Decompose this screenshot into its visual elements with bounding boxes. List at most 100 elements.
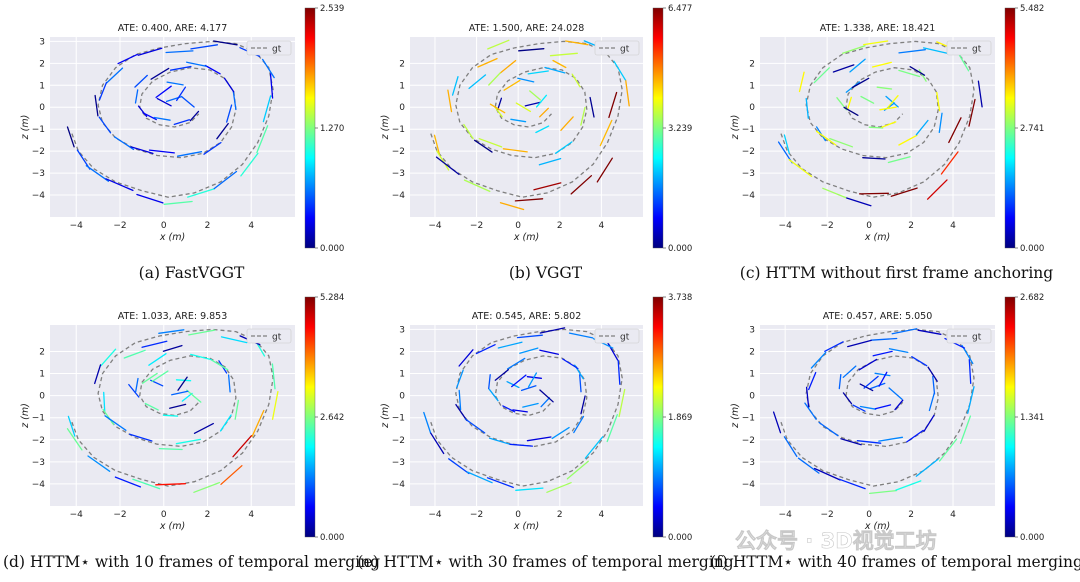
trajectory-segment	[153, 116, 171, 121]
trajectory-segment	[499, 202, 525, 211]
trajectory-segment	[539, 327, 566, 334]
trajectory-segment	[872, 350, 893, 357]
panel-title: ATE: 0.400, ARE: 4.177	[118, 23, 228, 34]
trajectory-segment	[535, 94, 548, 108]
trajectory-segment	[915, 458, 939, 477]
trajectory-segment	[113, 136, 135, 151]
colorbar-tick-label: 0.000	[320, 533, 344, 543]
x-tick-label: −4	[428, 510, 442, 520]
trajectory-segment	[554, 141, 573, 154]
trajectory-segment	[136, 193, 164, 204]
trajectory-segment	[516, 334, 543, 339]
trajectory-segment	[85, 165, 110, 182]
trajectory-segment	[568, 332, 594, 339]
trajectory-segment	[613, 60, 626, 81]
trajectory-segment	[788, 159, 813, 178]
y-tick-label: 2	[749, 347, 755, 357]
trajectory-segment	[497, 97, 503, 111]
trajectory-segment	[175, 379, 192, 382]
y-tick-label: 2	[399, 347, 405, 357]
trajectory-segment	[923, 414, 935, 432]
trajectory-segment	[522, 402, 539, 408]
panel-caption: (c) HTTM without first frame anchoring	[740, 264, 1053, 282]
trajectory-segment	[105, 178, 134, 192]
trajectory-segment	[104, 415, 127, 431]
plot-background	[410, 325, 643, 506]
trajectory-segment	[847, 96, 852, 110]
trajectory-segment	[210, 359, 229, 371]
trajectory-segment	[98, 81, 108, 101]
x-tick-label: −4	[779, 221, 793, 231]
trajectory-segment	[863, 375, 879, 389]
trajectory-segment	[171, 390, 189, 396]
x-axis-label: x (m)	[513, 232, 539, 243]
trajectory-segment	[863, 40, 889, 46]
panel-title: ATE: 1.500, ARE: 24.028	[469, 23, 585, 34]
trajectory-segment	[842, 392, 853, 405]
plot-area	[777, 40, 983, 207]
y-tick-label: 2	[39, 59, 45, 69]
trajectory-segment	[494, 369, 509, 381]
colorbar-tick-label: 0.000	[668, 244, 692, 254]
colorbar-tick-label: 2.642	[320, 413, 344, 423]
trajectory-segment	[488, 72, 501, 86]
trajectory-segment	[887, 95, 899, 108]
trajectory-segment	[879, 106, 897, 111]
trajectory-segment	[824, 341, 844, 352]
trajectory-segment	[190, 44, 219, 50]
trajectory-segment	[203, 141, 222, 155]
trajectory-segment	[832, 64, 855, 73]
trajectory-segment	[810, 351, 827, 369]
gt-trajectory	[780, 40, 975, 198]
trajectory-segment	[813, 467, 841, 481]
trajectory-segment	[977, 80, 983, 108]
trajectory-segment	[514, 198, 544, 202]
colorbar-tick-label: 5.482	[1020, 4, 1044, 14]
legend-box	[246, 40, 292, 56]
colorbar-tick-label: 0.000	[1020, 244, 1044, 254]
y-tick-label: −2	[392, 147, 405, 157]
trajectory-segment	[463, 123, 474, 140]
trajectory-segment	[227, 374, 231, 393]
trajectory-segment	[878, 436, 904, 442]
trajectory-segment	[181, 392, 193, 402]
trajectory-segment	[968, 98, 976, 127]
y-tick-label: −3	[32, 169, 45, 179]
trajectory-segment	[226, 104, 233, 123]
trajectory-segment	[894, 399, 904, 411]
trajectory-segment	[846, 197, 872, 207]
y-tick-label: 0	[749, 392, 755, 402]
trajectory-segment	[256, 125, 269, 154]
trajectory-segment	[898, 69, 921, 78]
trajectory-segment	[539, 107, 549, 118]
trajectory-segment	[464, 418, 486, 434]
trajectory-segment	[859, 405, 877, 410]
y-tick-label: −2	[392, 436, 405, 446]
x-axis-label: x (m)	[159, 521, 185, 532]
trajectory-segment	[271, 363, 276, 390]
trajectory-segment	[529, 90, 542, 101]
trajectory-segment	[842, 365, 857, 378]
trajectory-segment	[123, 349, 146, 359]
trajectory-segment	[596, 157, 613, 183]
trajectory-segment	[142, 112, 157, 121]
gt-trajectory	[71, 40, 274, 198]
trajectory-segment	[562, 358, 579, 370]
colorbar-tick-label: 1.341	[1020, 413, 1044, 423]
legend-gt-label: gt	[272, 45, 282, 55]
trajectory-segment	[546, 482, 572, 493]
trajectory-segment	[486, 477, 514, 489]
colorbar	[652, 7, 664, 249]
trajectory-segment	[455, 403, 468, 422]
panel-b: −4 −2 0 2 4 2 1 0 −1 −2 −3 −4 ATE: 1.500, ARE: 24.02…	[380, 4, 692, 282]
trajectory-segment	[533, 182, 562, 191]
x-tick-label: −2	[821, 221, 834, 231]
trajectory-segment	[509, 443, 534, 447]
x-tick-label: −2	[470, 221, 483, 231]
trajectory-segment	[186, 61, 207, 67]
trajectory-segment	[862, 157, 886, 160]
trajectory-segment	[512, 409, 528, 413]
trajectory-segment	[134, 74, 148, 88]
y-tick-label: 0	[749, 103, 755, 113]
trajectory-segment	[106, 67, 124, 84]
